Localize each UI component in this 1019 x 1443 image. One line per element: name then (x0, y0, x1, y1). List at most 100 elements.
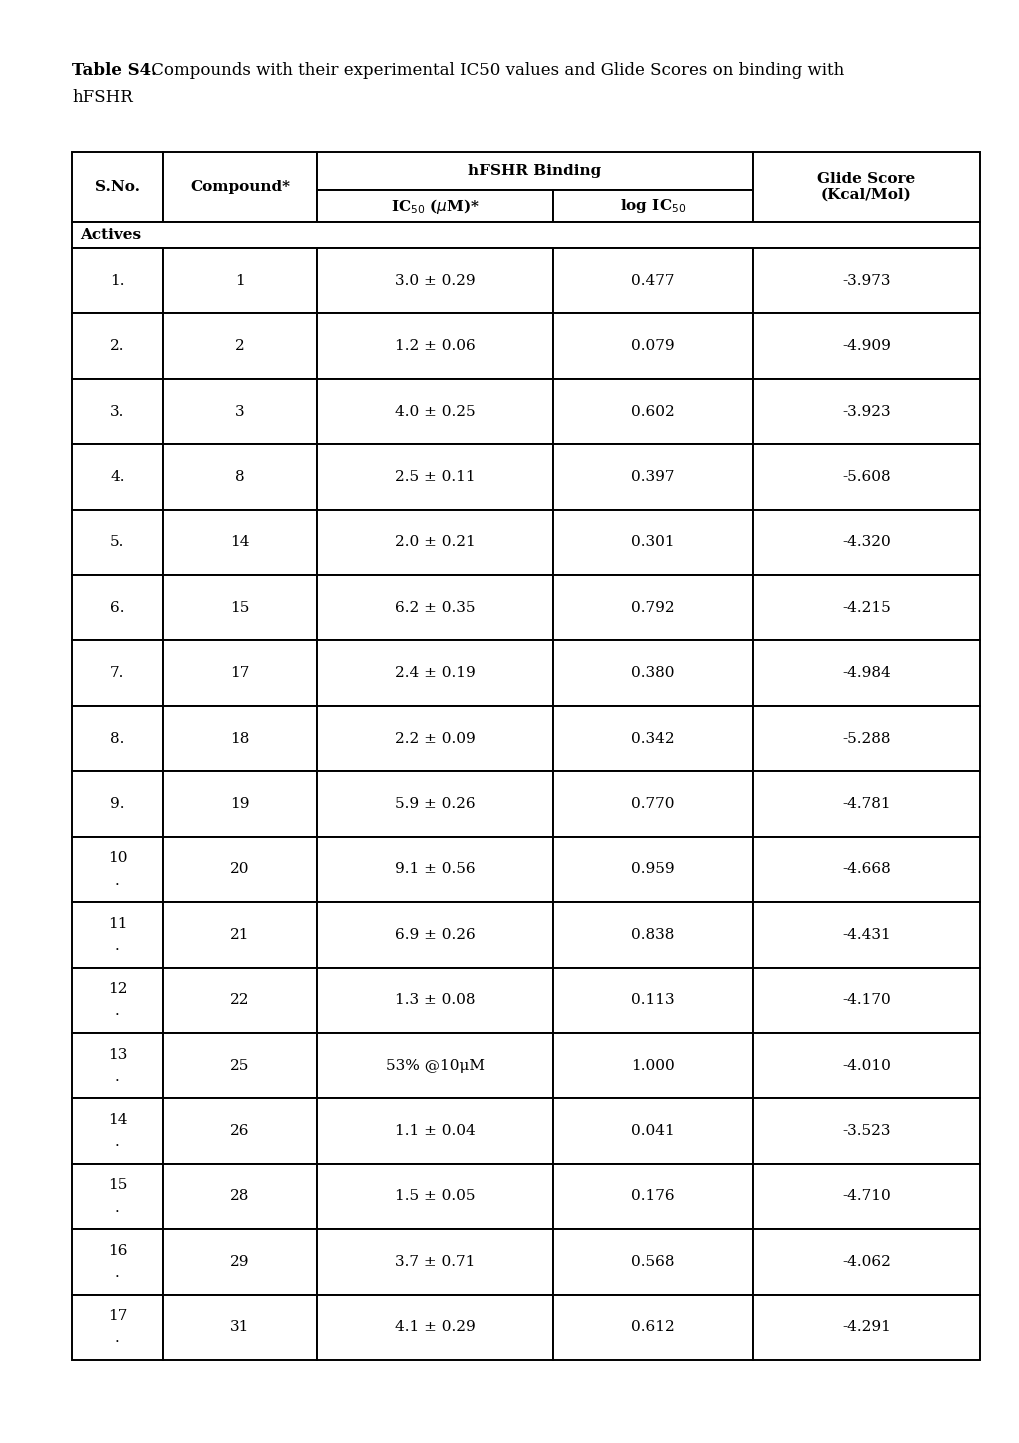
Text: 2.5 ± 0.11: 2.5 ± 0.11 (394, 470, 475, 483)
Text: 28: 28 (230, 1189, 250, 1203)
Bar (72, 1033, 163, 1098)
Text: 0.079: 0.079 (631, 339, 675, 354)
Bar (317, 190, 552, 222)
Bar (752, 1294, 979, 1359)
Text: 1.5 ± 0.05: 1.5 ± 0.05 (394, 1189, 475, 1203)
Text: 26: 26 (230, 1124, 250, 1139)
Text: .: . (115, 1266, 119, 1280)
Bar (163, 1229, 317, 1294)
Bar (317, 967, 552, 1033)
Text: Glide Score
(Kcal/Mol): Glide Score (Kcal/Mol) (816, 172, 915, 202)
Text: 10: 10 (108, 851, 127, 866)
Bar (317, 509, 552, 576)
Text: 2.2 ± 0.09: 2.2 ± 0.09 (394, 732, 475, 746)
Bar (72, 967, 163, 1033)
Bar (163, 576, 317, 641)
Bar (752, 1229, 979, 1294)
Text: .: . (115, 1201, 119, 1215)
Text: -4.062: -4.062 (842, 1255, 890, 1268)
Bar (163, 1294, 317, 1359)
Text: 0.041: 0.041 (631, 1124, 675, 1139)
Bar (752, 444, 979, 509)
Bar (552, 706, 752, 772)
Text: Compounds with their experimental IC50 values and Glide Scores on binding with: Compounds with their experimental IC50 v… (146, 62, 844, 79)
Text: 0.477: 0.477 (631, 274, 675, 287)
Bar (72, 902, 163, 967)
Text: .: . (115, 1004, 119, 1019)
Text: 2.0 ± 0.21: 2.0 ± 0.21 (394, 535, 475, 550)
Text: 0.959: 0.959 (631, 863, 675, 876)
Bar (552, 313, 752, 380)
Bar (72, 1294, 163, 1359)
Bar (317, 1294, 552, 1359)
Text: 1: 1 (234, 274, 245, 287)
Text: 1.000: 1.000 (631, 1059, 675, 1072)
Text: .: . (115, 1332, 119, 1345)
Bar (752, 837, 979, 902)
Text: 1.2 ± 0.06: 1.2 ± 0.06 (394, 339, 475, 354)
Bar (163, 380, 317, 444)
Bar (163, 772, 317, 837)
Text: 3.7 ± 0.71: 3.7 ± 0.71 (394, 1255, 475, 1268)
Text: 14: 14 (230, 535, 250, 550)
Text: 3: 3 (235, 404, 245, 418)
Bar (317, 1163, 552, 1229)
Bar (752, 641, 979, 706)
Bar (72, 837, 163, 902)
Bar (163, 641, 317, 706)
Text: 0.770: 0.770 (631, 797, 675, 811)
Bar (552, 1098, 752, 1163)
Bar (552, 902, 752, 967)
Bar (163, 1098, 317, 1163)
Text: -4.781: -4.781 (842, 797, 890, 811)
Bar (317, 706, 552, 772)
Bar (317, 641, 552, 706)
Bar (317, 576, 552, 641)
Text: -4.431: -4.431 (842, 928, 890, 942)
Text: 0.176: 0.176 (631, 1189, 675, 1203)
Text: 0.602: 0.602 (631, 404, 675, 418)
Bar (317, 837, 552, 902)
Bar (552, 509, 752, 576)
Text: 3.: 3. (110, 404, 124, 418)
Bar (752, 706, 979, 772)
Text: 0.838: 0.838 (631, 928, 675, 942)
Text: Actives: Actives (79, 228, 141, 242)
Text: 1.1 ± 0.04: 1.1 ± 0.04 (394, 1124, 475, 1139)
Text: 2: 2 (234, 339, 245, 354)
Text: 0.792: 0.792 (631, 600, 675, 615)
Bar (752, 902, 979, 967)
Text: 18: 18 (230, 732, 250, 746)
Text: IC$_{50}$ ($\mu$M)*: IC$_{50}$ ($\mu$M)* (390, 196, 479, 215)
Bar (317, 902, 552, 967)
Bar (317, 444, 552, 509)
Bar (317, 772, 552, 837)
Bar (163, 967, 317, 1033)
Text: 0.397: 0.397 (631, 470, 675, 483)
Bar (163, 1163, 317, 1229)
Text: -3.523: -3.523 (842, 1124, 890, 1139)
Bar (163, 313, 317, 380)
Bar (552, 641, 752, 706)
Bar (552, 1294, 752, 1359)
Bar (552, 967, 752, 1033)
Text: 11: 11 (108, 916, 127, 931)
Text: 14: 14 (108, 1113, 127, 1127)
Text: 12: 12 (108, 983, 127, 996)
Bar (72, 313, 163, 380)
Bar (552, 444, 752, 509)
Bar (752, 1033, 979, 1098)
Bar (72, 1098, 163, 1163)
Text: 17: 17 (108, 1309, 127, 1323)
Bar (752, 576, 979, 641)
Text: -4.320: -4.320 (842, 535, 890, 550)
Bar (752, 380, 979, 444)
Text: -5.608: -5.608 (842, 470, 890, 483)
Text: 21: 21 (230, 928, 250, 942)
Bar (552, 837, 752, 902)
Text: -4.909: -4.909 (842, 339, 890, 354)
Bar (752, 967, 979, 1033)
Bar (72, 509, 163, 576)
Text: Table S4.: Table S4. (72, 62, 157, 79)
Text: 4.0 ± 0.25: 4.0 ± 0.25 (394, 404, 475, 418)
